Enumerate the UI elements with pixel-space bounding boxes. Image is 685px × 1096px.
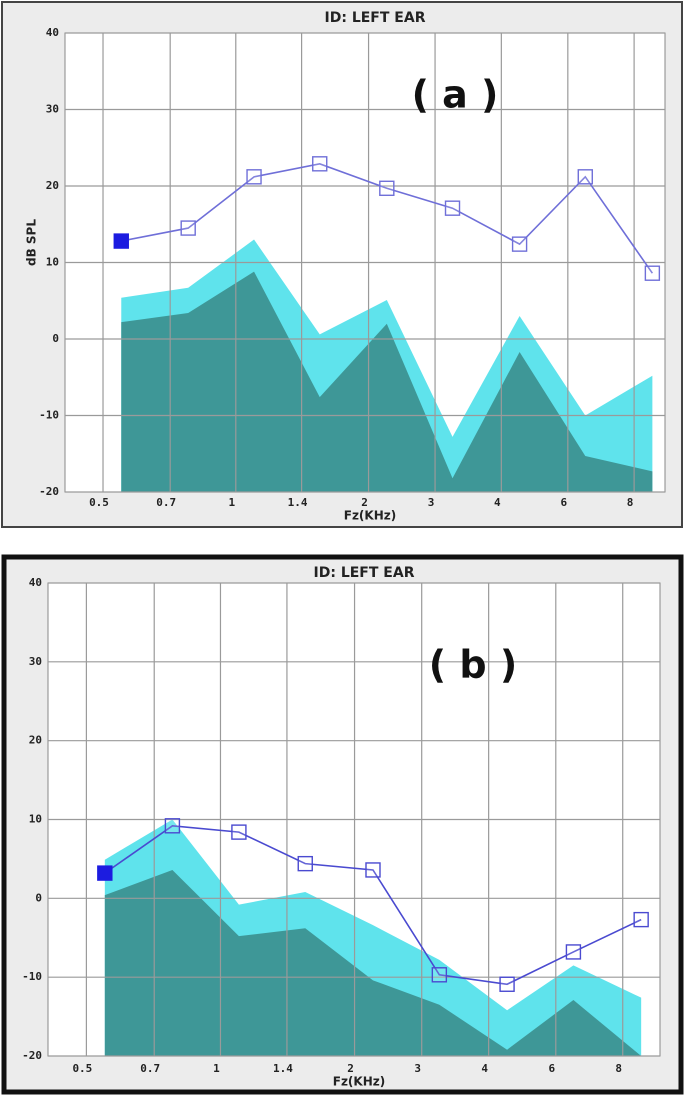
marker [231, 824, 247, 840]
x-tick-label: 4 [494, 496, 501, 509]
x-tick-label: 2 [361, 496, 368, 509]
chart-title: ID: LEFT EAR [314, 565, 415, 581]
marker [297, 855, 313, 872]
y-tick-label: 40 [29, 576, 42, 589]
annotation: ( b ) [429, 643, 517, 687]
x-tick-label: 3 [428, 496, 435, 509]
marker [113, 233, 129, 249]
y-tick-label: 0 [52, 332, 59, 345]
noise-area [121, 271, 653, 492]
x-tick-label: 4 [481, 1062, 488, 1075]
marker [499, 976, 515, 992]
marker [365, 862, 381, 878]
y-tick-label: -20 [22, 1049, 42, 1062]
marker [565, 944, 582, 960]
marker [379, 180, 395, 196]
y-tick-label: 10 [46, 256, 59, 269]
x-tick-label: 6 [561, 496, 568, 509]
response-line [104, 824, 642, 986]
response-line [121, 162, 654, 274]
x-tick-label: 1.4 [273, 1062, 293, 1075]
marker [577, 169, 593, 185]
x-tick-label: 0.5 [89, 496, 109, 509]
x-tick-label: 0.7 [140, 1062, 160, 1075]
marker [97, 865, 113, 881]
marker [511, 236, 528, 252]
y-tick-label: 30 [29, 655, 42, 668]
x-tick-label: 6 [548, 1062, 555, 1075]
marker [180, 220, 196, 236]
noise-area [104, 869, 642, 1056]
marker [164, 818, 181, 834]
y-tick-label: 20 [29, 734, 42, 747]
y-tick-label: 0 [35, 891, 42, 904]
marker [444, 200, 461, 216]
y-tick-label: -10 [39, 409, 59, 422]
chart-title: ID: LEFT EAR [325, 10, 426, 26]
x-tick-label: 1 [213, 1062, 220, 1075]
y-tick-label: 40 [46, 26, 59, 39]
x-axis-label: Fz(KHz) [333, 1075, 385, 1089]
x-axis-label: Fz(KHz) [344, 509, 396, 523]
y-tick-label: 20 [46, 179, 59, 192]
x-tick-label: 1 [228, 496, 235, 509]
x-tick-label: 0.7 [156, 496, 176, 509]
marker [644, 265, 661, 281]
marker [431, 967, 448, 983]
marker [312, 156, 328, 172]
y-tick-label: 30 [46, 103, 59, 116]
x-tick-label: 2 [347, 1062, 354, 1075]
x-tick-label: 0.5 [72, 1062, 92, 1075]
y-tick-label: -20 [39, 485, 59, 498]
x-tick-label: 3 [414, 1062, 421, 1075]
y-tick-label: 10 [29, 813, 42, 826]
x-tick-label: 8 [615, 1062, 622, 1075]
y-axis-label: dB SPL [25, 219, 39, 266]
marker [246, 169, 262, 185]
annotation: ( a ) [412, 73, 499, 117]
x-tick-label: 1.4 [288, 496, 308, 509]
y-tick-label: -10 [22, 970, 42, 983]
marker [633, 911, 649, 928]
x-tick-label: 8 [627, 496, 634, 509]
